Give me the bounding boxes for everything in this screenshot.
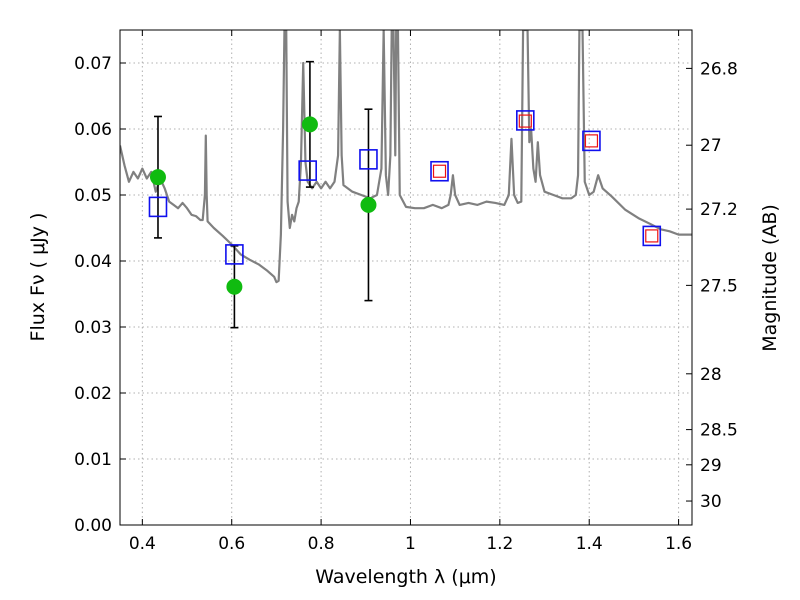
x-tick-label: 0.8 bbox=[308, 534, 335, 554]
observed-point bbox=[360, 196, 377, 213]
model-photometry-point bbox=[430, 160, 449, 182]
y-tick-label: 0.07 bbox=[74, 54, 112, 74]
model-photometry-point bbox=[298, 160, 317, 181]
x-tick-label: 1.4 bbox=[576, 534, 603, 554]
axes-ticks: 0.4 0.6 0.8 1 1.2 1.4 1.6 0.00 0.01 0.02 0.03 0.04 0… bbox=[74, 30, 738, 554]
y-tick-label: 0.02 bbox=[74, 384, 112, 404]
y-axis-label: Flux Fν ( μJy ) bbox=[27, 213, 49, 342]
predicted-point bbox=[432, 164, 447, 178]
observed-point bbox=[149, 169, 166, 186]
model-spectrum-line bbox=[120, 30, 692, 284]
y2-tick-label: 30 bbox=[700, 492, 722, 512]
y2-tick-label: 28 bbox=[700, 365, 722, 385]
x-tick-label: 0.6 bbox=[218, 534, 245, 554]
x-axis-label: Wavelength λ (μm) bbox=[315, 566, 496, 588]
y2-tick-label: 27 bbox=[700, 136, 722, 156]
y-tick-label: 0.03 bbox=[74, 318, 112, 338]
model-photometry-point bbox=[642, 225, 662, 247]
x-tick-label: 1 bbox=[405, 534, 416, 554]
x-tick-label: 0.4 bbox=[129, 534, 156, 554]
y2-tick-label: 27.5 bbox=[700, 276, 738, 296]
y2-tick-label: 26.8 bbox=[700, 59, 738, 79]
predicted-point bbox=[645, 229, 659, 243]
y-tick-label: 0.05 bbox=[74, 186, 112, 206]
y2-tick-label: 28.5 bbox=[700, 421, 738, 441]
x-tick-label: 1.2 bbox=[486, 534, 513, 554]
plot-area bbox=[120, 30, 692, 329]
plot-frame bbox=[119, 29, 693, 526]
y-tick-label: 0.01 bbox=[74, 450, 112, 470]
y-tick-label: 0.00 bbox=[74, 516, 112, 536]
y2-tick-label: 27.2 bbox=[700, 200, 738, 220]
observed-point bbox=[226, 278, 243, 295]
model-photometry-point bbox=[148, 196, 168, 218]
y-tick-label: 0.04 bbox=[74, 252, 112, 272]
predicted-point bbox=[518, 114, 532, 128]
y-tick-label: 0.06 bbox=[74, 120, 112, 140]
y2-tick-label: 29 bbox=[700, 456, 722, 476]
model-photometry-point bbox=[516, 110, 535, 131]
observed-point bbox=[301, 116, 318, 133]
predicted-point bbox=[584, 134, 599, 148]
grid bbox=[120, 30, 692, 526]
model-photometry-point bbox=[582, 130, 601, 152]
y2-axis-label: Magnitude (AB) bbox=[759, 204, 781, 352]
model-photometry-point bbox=[225, 244, 244, 265]
model-photometry-point bbox=[359, 149, 378, 170]
x-tick-label: 1.6 bbox=[665, 534, 692, 554]
